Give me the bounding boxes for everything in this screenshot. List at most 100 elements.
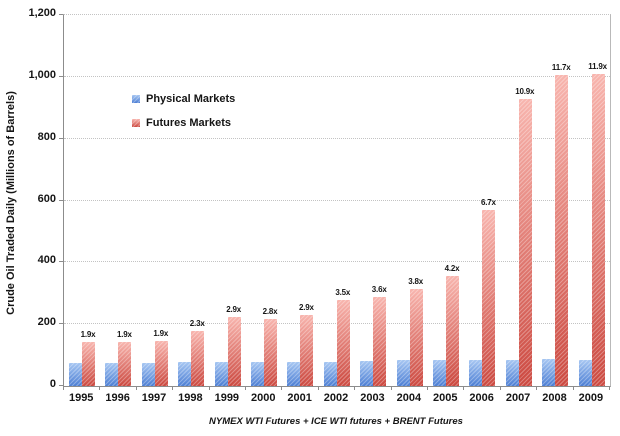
x-tick-label-2006: 2006: [469, 392, 494, 404]
futures-legend-marker-icon: [132, 119, 140, 127]
bar-label-1998: 2.3x: [189, 318, 205, 328]
bar-group-2008: 11.7x: [537, 15, 573, 386]
y-tick-mark: [59, 261, 63, 263]
bar-physical-2007: [505, 359, 519, 386]
x-tick-label-2009: 2009: [578, 392, 604, 404]
y-tick-label: 0: [49, 378, 56, 390]
bar-futures-2003: [373, 296, 387, 386]
legend: Physical Markets Futures Markets: [132, 87, 235, 135]
x-tick-mark: [463, 386, 465, 390]
y-tick-mark: [59, 137, 63, 139]
bar-futures-1998: [191, 330, 205, 386]
bar-label-1995: 1.9x: [80, 330, 96, 340]
bar-group-2006: 6.7x: [464, 15, 500, 386]
bar-label-2003: 3.6x: [371, 284, 387, 294]
bar-group-2002: 3.5x: [319, 15, 355, 386]
bar-futures-2000: [264, 318, 277, 386]
bar-futures-1996: [118, 342, 132, 386]
legend-label: Futures Markets: [146, 117, 231, 129]
physical-legend-marker-icon: [132, 95, 140, 103]
x-tick-label-2003: 2003: [360, 392, 385, 404]
bar-futures-2008: [555, 74, 569, 386]
bar-futures-2001: [300, 315, 314, 386]
bar-futures-2004: [409, 288, 423, 386]
gridline-400: [64, 261, 610, 263]
bar-futures-2007: [518, 99, 532, 386]
x-tick-label-2007: 2007: [505, 392, 531, 404]
bar-label-2009: 11.9x: [588, 61, 607, 71]
bar-group-2007: 10.9x: [501, 15, 537, 386]
gridline-1000: [64, 75, 610, 77]
bar-label-2002: 3.5x: [335, 288, 351, 298]
bar-label-2004: 3.8x: [408, 276, 423, 286]
x-tick-label-1995: 1995: [68, 392, 94, 404]
x-axis-note: NYMEX WTI Futures + ICE WTI futures + BR…: [209, 416, 463, 427]
bar-physical-2000: [251, 361, 264, 386]
bar-physical-1996: [105, 362, 119, 386]
bar-group-1995: 1.9x: [64, 15, 100, 386]
y-tick-mark: [59, 323, 63, 325]
bar-futures-2002: [336, 300, 350, 386]
x-tick-label-2005: 2005: [433, 392, 458, 404]
x-tick-mark: [317, 386, 319, 390]
x-tick-label-1999: 1999: [214, 392, 240, 404]
bar-futures-1997: [154, 341, 168, 386]
legend-item-physical: Physical Markets: [132, 87, 235, 111]
x-tick-label-1996: 1996: [105, 392, 130, 404]
legend-label: Physical Markets: [146, 93, 236, 105]
bar-physical-2003: [360, 361, 374, 386]
bar-group-1997: 1.9x: [137, 15, 173, 386]
x-tick-label-2000: 2000: [250, 392, 276, 404]
y-tick-label: 800: [37, 130, 56, 143]
bar-label-2007: 10.9x: [515, 87, 535, 97]
bar-physical-2002: [323, 361, 337, 386]
x-tick-label-1997: 1997: [141, 392, 167, 404]
x-tick-label-2004: 2004: [396, 392, 422, 404]
bar-physical-1999: [214, 362, 228, 386]
bar-group-1999: 2.9x: [210, 15, 246, 386]
bar-physical-2009: [578, 359, 592, 386]
bar-group-2005: 4.2x: [428, 15, 464, 386]
bar-physical-1997: [141, 362, 155, 386]
x-axis-labels: 1995 1996 1997 1998 1999 2000 2001 2002 2003 2004…: [63, 392, 609, 404]
bar-physical-1998: [178, 361, 192, 386]
bar-group-1996: 1.9x: [100, 15, 136, 386]
bar-label-2001: 2.9x: [299, 303, 314, 313]
x-tick-mark: [354, 386, 356, 390]
bar-futures-1999: [227, 317, 241, 386]
x-tick-mark: [172, 386, 174, 390]
bar-physical-2001: [287, 361, 301, 386]
bar-physical-2005: [433, 359, 446, 386]
gridline-600: [64, 199, 610, 201]
bar-label-2000: 2.8x: [262, 306, 278, 316]
y-tick-mark: [59, 75, 63, 77]
y-tick-label: 200: [37, 316, 56, 329]
x-tick-label-2001: 2001: [287, 392, 312, 404]
y-tick-mark: [59, 14, 63, 15]
x-tick-mark: [572, 386, 574, 390]
plot-area: Physical Markets Futures Markets 1.9x 1.9x…: [63, 14, 611, 387]
bar-label-2008: 11.7x: [551, 62, 571, 72]
bar-label-1996: 1.9x: [117, 330, 132, 340]
bar-physical-2006: [469, 359, 483, 386]
bar-futures-2009: [591, 73, 605, 386]
x-tick-mark: [208, 386, 210, 390]
y-tick-label: 600: [37, 192, 56, 205]
legend-item-futures: Futures Markets: [132, 111, 235, 135]
x-tick-mark: [245, 386, 246, 390]
gridline-800: [64, 137, 610, 139]
bar-futures-2005: [446, 275, 459, 386]
bar-group-1998: 2.3x: [173, 15, 209, 386]
bar-group-2004: 3.8x: [392, 15, 428, 386]
bar-label-1999: 2.9x: [226, 305, 241, 315]
bar-group-2009: 11.9x: [574, 15, 610, 386]
bar-futures-1995: [82, 342, 95, 386]
x-tick-mark: [536, 386, 538, 390]
x-tick-label-2002: 2002: [323, 392, 349, 404]
bar-label-1997: 1.9x: [153, 329, 169, 339]
y-tick-mark: [59, 385, 63, 386]
x-tick-label-1998: 1998: [178, 392, 203, 404]
x-tick-mark: [390, 386, 392, 390]
x-tick-mark: [63, 386, 64, 390]
